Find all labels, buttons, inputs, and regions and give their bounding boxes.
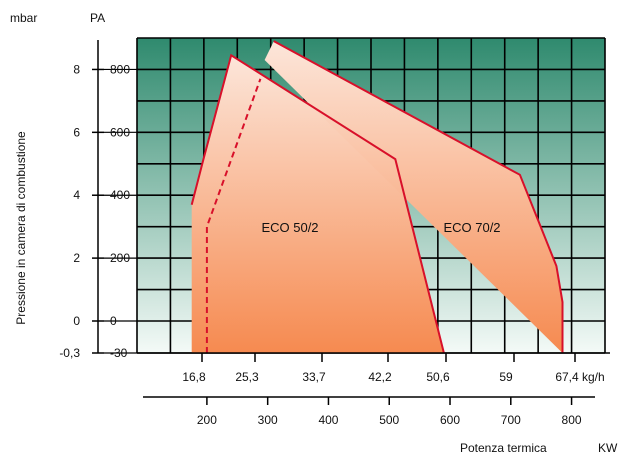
- x-tick-label-kw: 400: [318, 413, 338, 427]
- series-label-1: ECO 50/2: [261, 220, 318, 235]
- series-boundary-1: [190, 53, 445, 354]
- x-axis-unit-kw: KW: [598, 441, 618, 455]
- x-tick-label-kgh: 59: [499, 370, 513, 384]
- y-tick-label-pa: 800: [110, 62, 130, 76]
- x-tick-label-kgh: 25,3: [235, 370, 259, 384]
- y-tick-label-mbar: 6: [73, 125, 80, 139]
- y-tick-label-pa: 600: [110, 125, 130, 139]
- series-boundary-2: [273, 40, 564, 353]
- x-tick-label-kw: 500: [379, 413, 399, 427]
- y-tick-label-mbar: 8: [73, 62, 80, 76]
- y-tick-label-mbar: 2: [73, 251, 80, 265]
- y-axis-unit-mbar: mbar: [10, 11, 37, 25]
- x-tick-label-kgh: 42,2: [368, 370, 392, 384]
- x-axis-title-power: Potenza termica: [460, 441, 547, 455]
- series-label-2: ECO 70/2: [443, 220, 500, 235]
- axes: 8 800 6 600 4 400 2 200 0 0 -0,3 -30 16,8 25,3 33,7 42,…: [59, 40, 610, 427]
- y-tick-label-pa: -30: [110, 346, 128, 360]
- range-areas: [191, 41, 563, 354]
- y-axis-label: Pressione in camera di combustione: [14, 131, 28, 325]
- series-boundary-dashed-1: [205, 78, 262, 353]
- x-tick-label-kw: 600: [440, 413, 460, 427]
- y-tick-label-mbar: -0,3: [59, 346, 80, 360]
- y-tick-label-pa: 200: [110, 251, 130, 265]
- x-tick-label-kgh: 67,4: [555, 370, 579, 384]
- y-axis-unit-pa: PA: [90, 11, 105, 25]
- x-tick-label-kgh: 16,8: [182, 370, 206, 384]
- y-tick-label-mbar: 0: [73, 314, 80, 328]
- x-tick-label-kgh: 50,6: [426, 370, 450, 384]
- range-boundaries: ECO 50/2 ECO 70/2: [190, 40, 564, 354]
- y-tick-label-pa: 400: [110, 188, 130, 202]
- x-tick-label-kw: 700: [501, 413, 521, 427]
- x-tick-label-kw: 200: [197, 413, 217, 427]
- y-tick-label-mbar: 4: [73, 188, 80, 202]
- x-tick-label-kw: 800: [562, 413, 582, 427]
- series-area-2: [264, 41, 563, 353]
- series-area-1: [191, 55, 444, 354]
- x-tick-label-kw: 300: [258, 413, 278, 427]
- y-tick-label-pa: 0: [110, 314, 117, 328]
- x-axis-unit-kgh: kg/h: [582, 370, 605, 384]
- x-tick-label-kgh: 33,7: [302, 370, 326, 384]
